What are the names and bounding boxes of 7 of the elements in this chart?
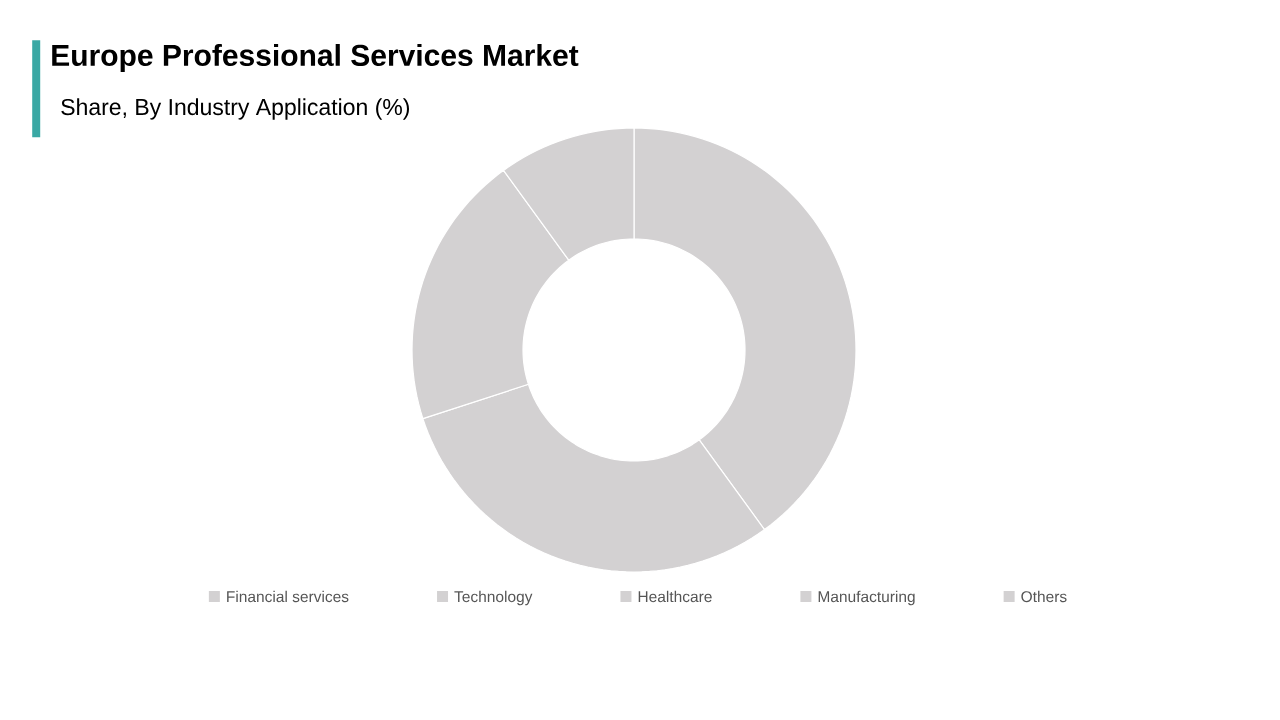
legend-label: Financial services xyxy=(227,590,349,603)
legend-label: Others xyxy=(1021,590,1067,603)
legend-label: Healthcare xyxy=(638,590,712,603)
legend-label: Technology xyxy=(454,590,533,606)
chart-subtitle: Share, By Industry Application (%) xyxy=(61,98,410,120)
legend-label: Manufacturing xyxy=(818,590,915,606)
chart-title: Europe Professional Services Market xyxy=(52,44,579,72)
